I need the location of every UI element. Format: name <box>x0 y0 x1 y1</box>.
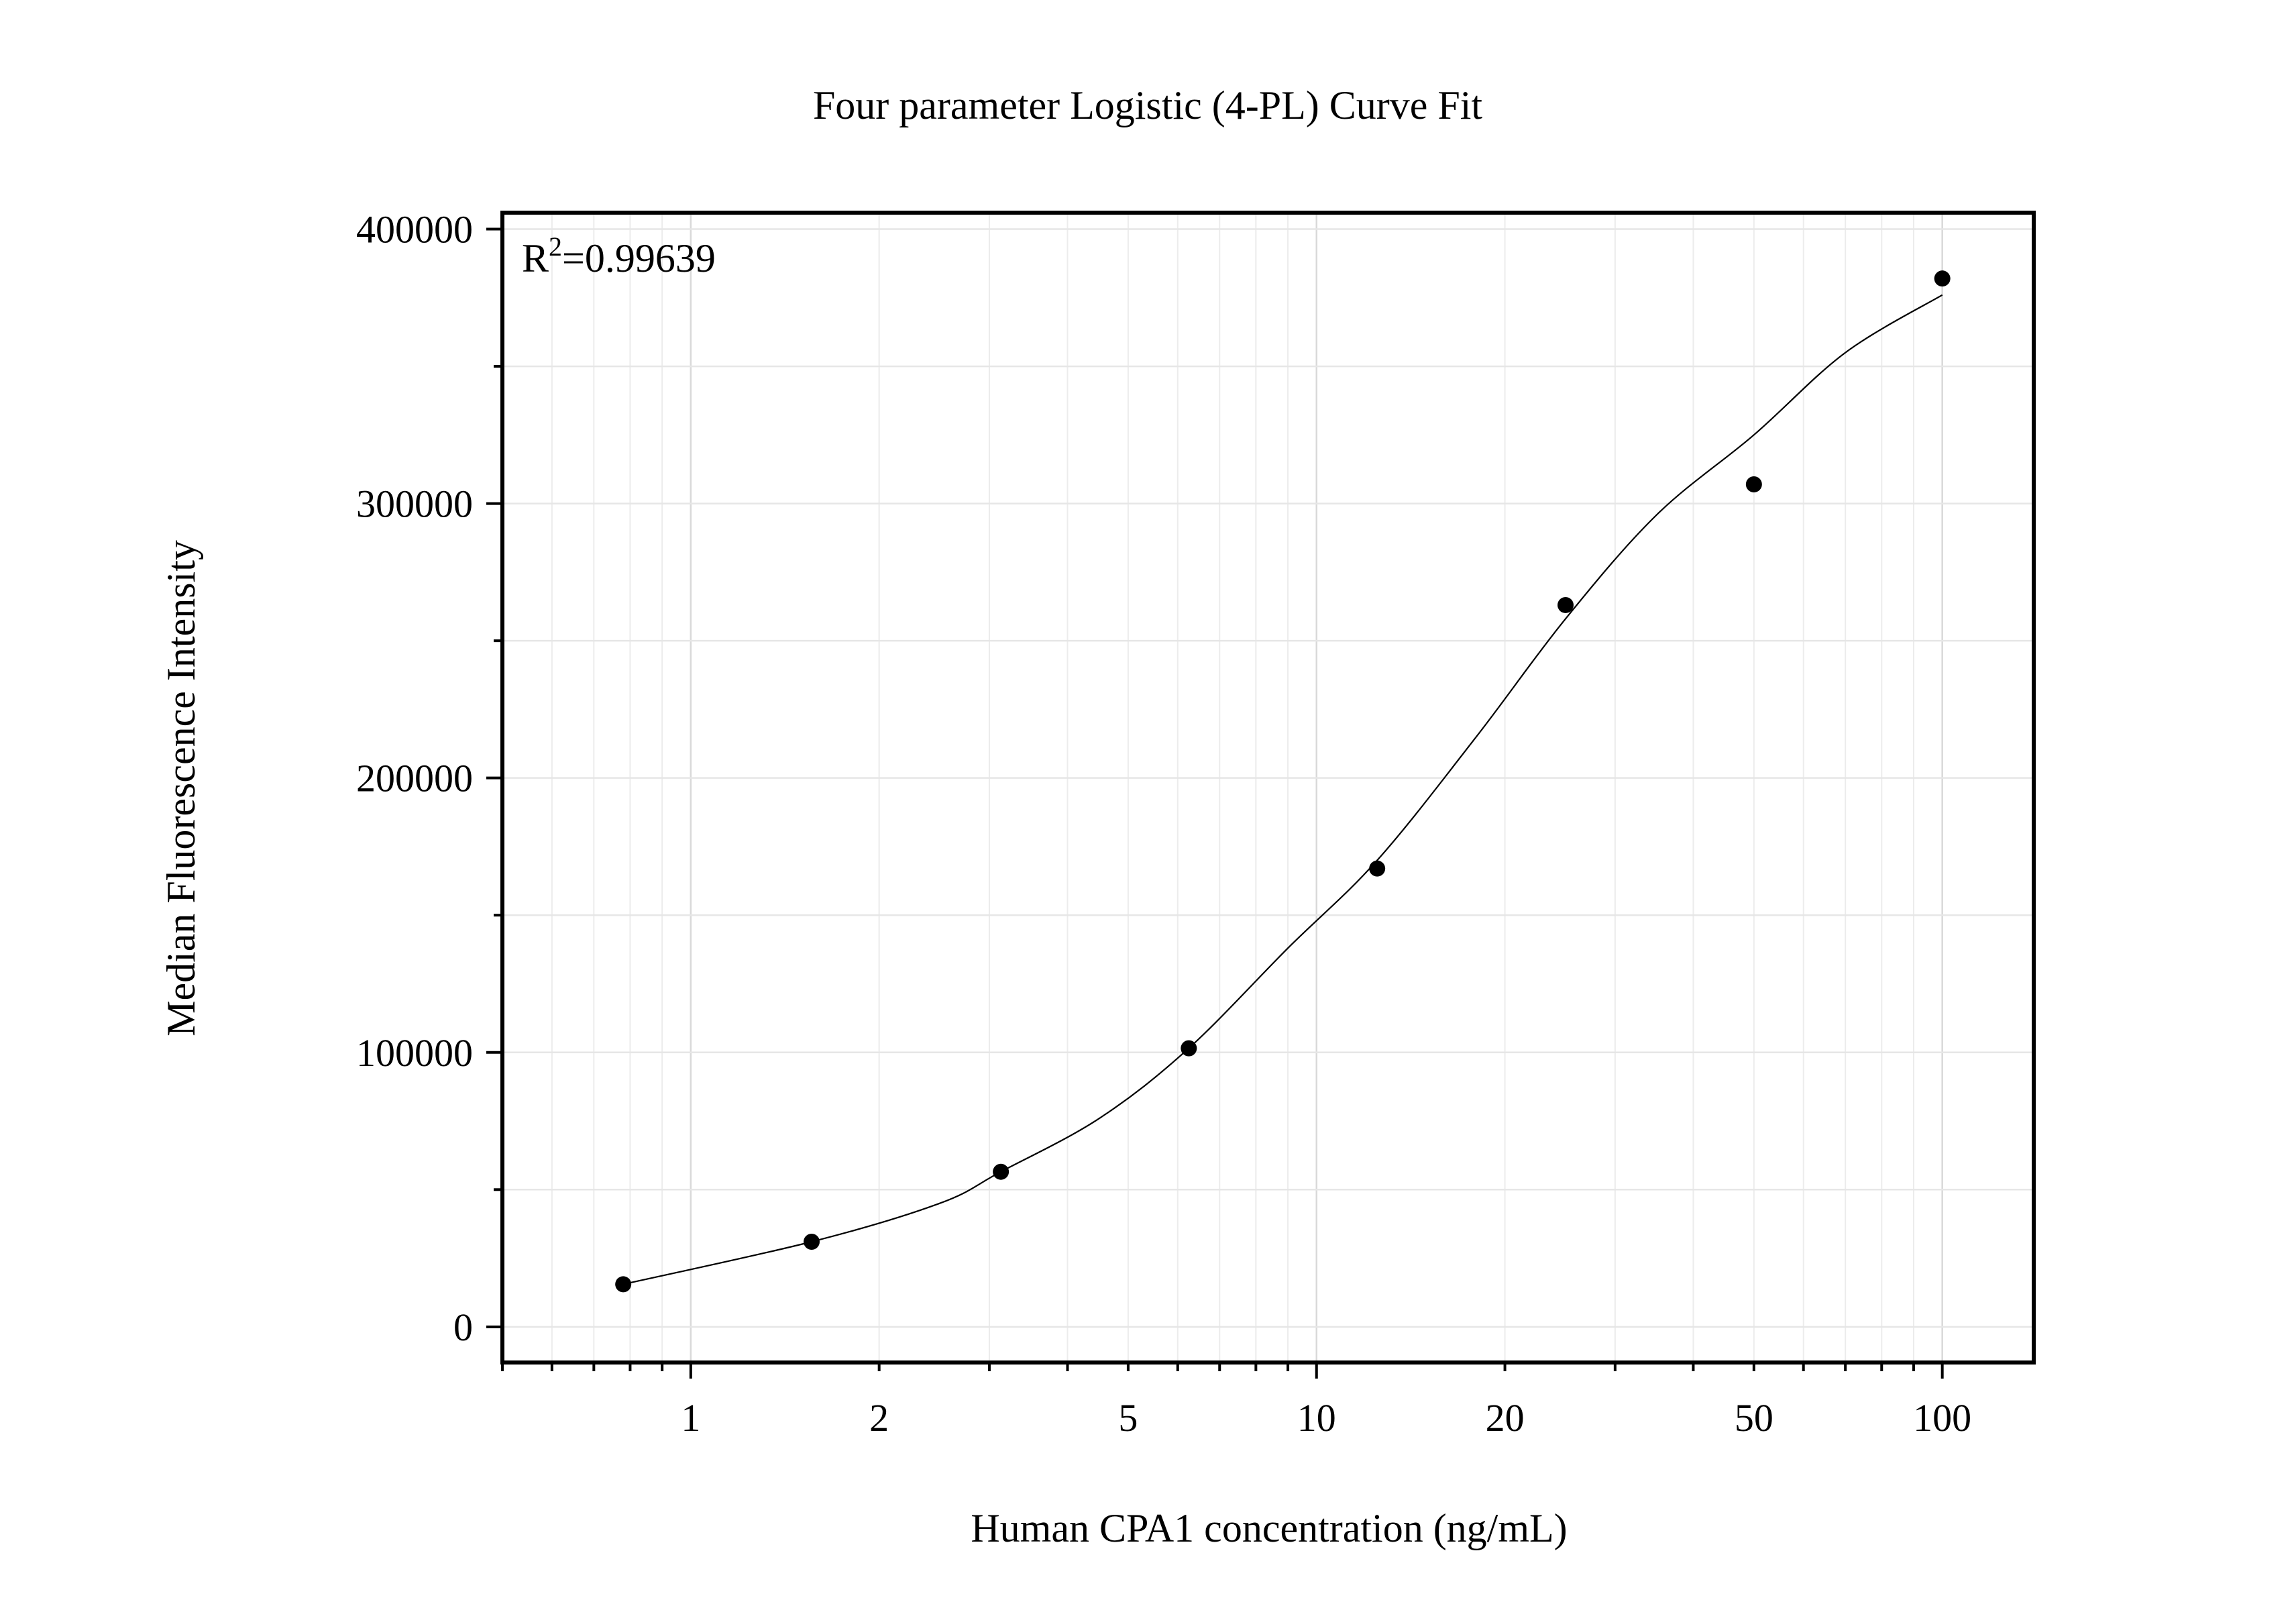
y-tick-label: 0 <box>453 1305 473 1349</box>
data-point <box>1557 596 1574 613</box>
data-point <box>615 1276 632 1293</box>
x-axis-label: Human CPA1 concentration (ng/mL) <box>971 1506 1567 1550</box>
fit-curve <box>622 294 1943 1285</box>
x-tick-label: 1 <box>681 1396 700 1440</box>
data-point <box>804 1234 820 1250</box>
data-point <box>993 1163 1009 1180</box>
x-tick-label: 100 <box>1913 1396 1971 1440</box>
data-point <box>1369 860 1386 877</box>
x-tick-label: 5 <box>1118 1396 1138 1440</box>
axis-ticks <box>486 227 1944 1379</box>
y-tick-label: 100000 <box>356 1031 473 1075</box>
x-tick-label: 2 <box>869 1396 889 1440</box>
y-tick-label: 400000 <box>356 208 473 252</box>
chart-title: Four parameter Logistic (4-PL) Curve Fit <box>813 83 1482 127</box>
x-tick-label: 20 <box>1486 1396 1525 1440</box>
r-squared-annotation: R2=0.99639 <box>522 231 716 280</box>
data-point <box>1934 270 1951 287</box>
r-squared-value: =0.99639 <box>562 236 716 280</box>
y-axis-label: Median Fluorescence Intensity <box>159 540 203 1036</box>
x-tick-label: 50 <box>1735 1396 1773 1440</box>
r-squared-superscript: 2 <box>549 231 562 262</box>
plot-frame <box>500 211 2036 1365</box>
r-squared-base: R <box>522 236 549 280</box>
data-point <box>1181 1040 1197 1057</box>
grid <box>502 213 2034 1362</box>
y-tick-labels: 0 100000 200000 300000 400000 <box>356 208 473 1349</box>
data-point <box>1745 476 1762 492</box>
x-tick-label: 10 <box>1297 1396 1336 1440</box>
y-tick-label: 300000 <box>356 482 473 526</box>
x-tick-labels: 1 2 5 10 20 50 100 <box>681 1396 1971 1440</box>
y-tick-label: 200000 <box>356 757 473 800</box>
data-points <box>615 270 1951 1293</box>
